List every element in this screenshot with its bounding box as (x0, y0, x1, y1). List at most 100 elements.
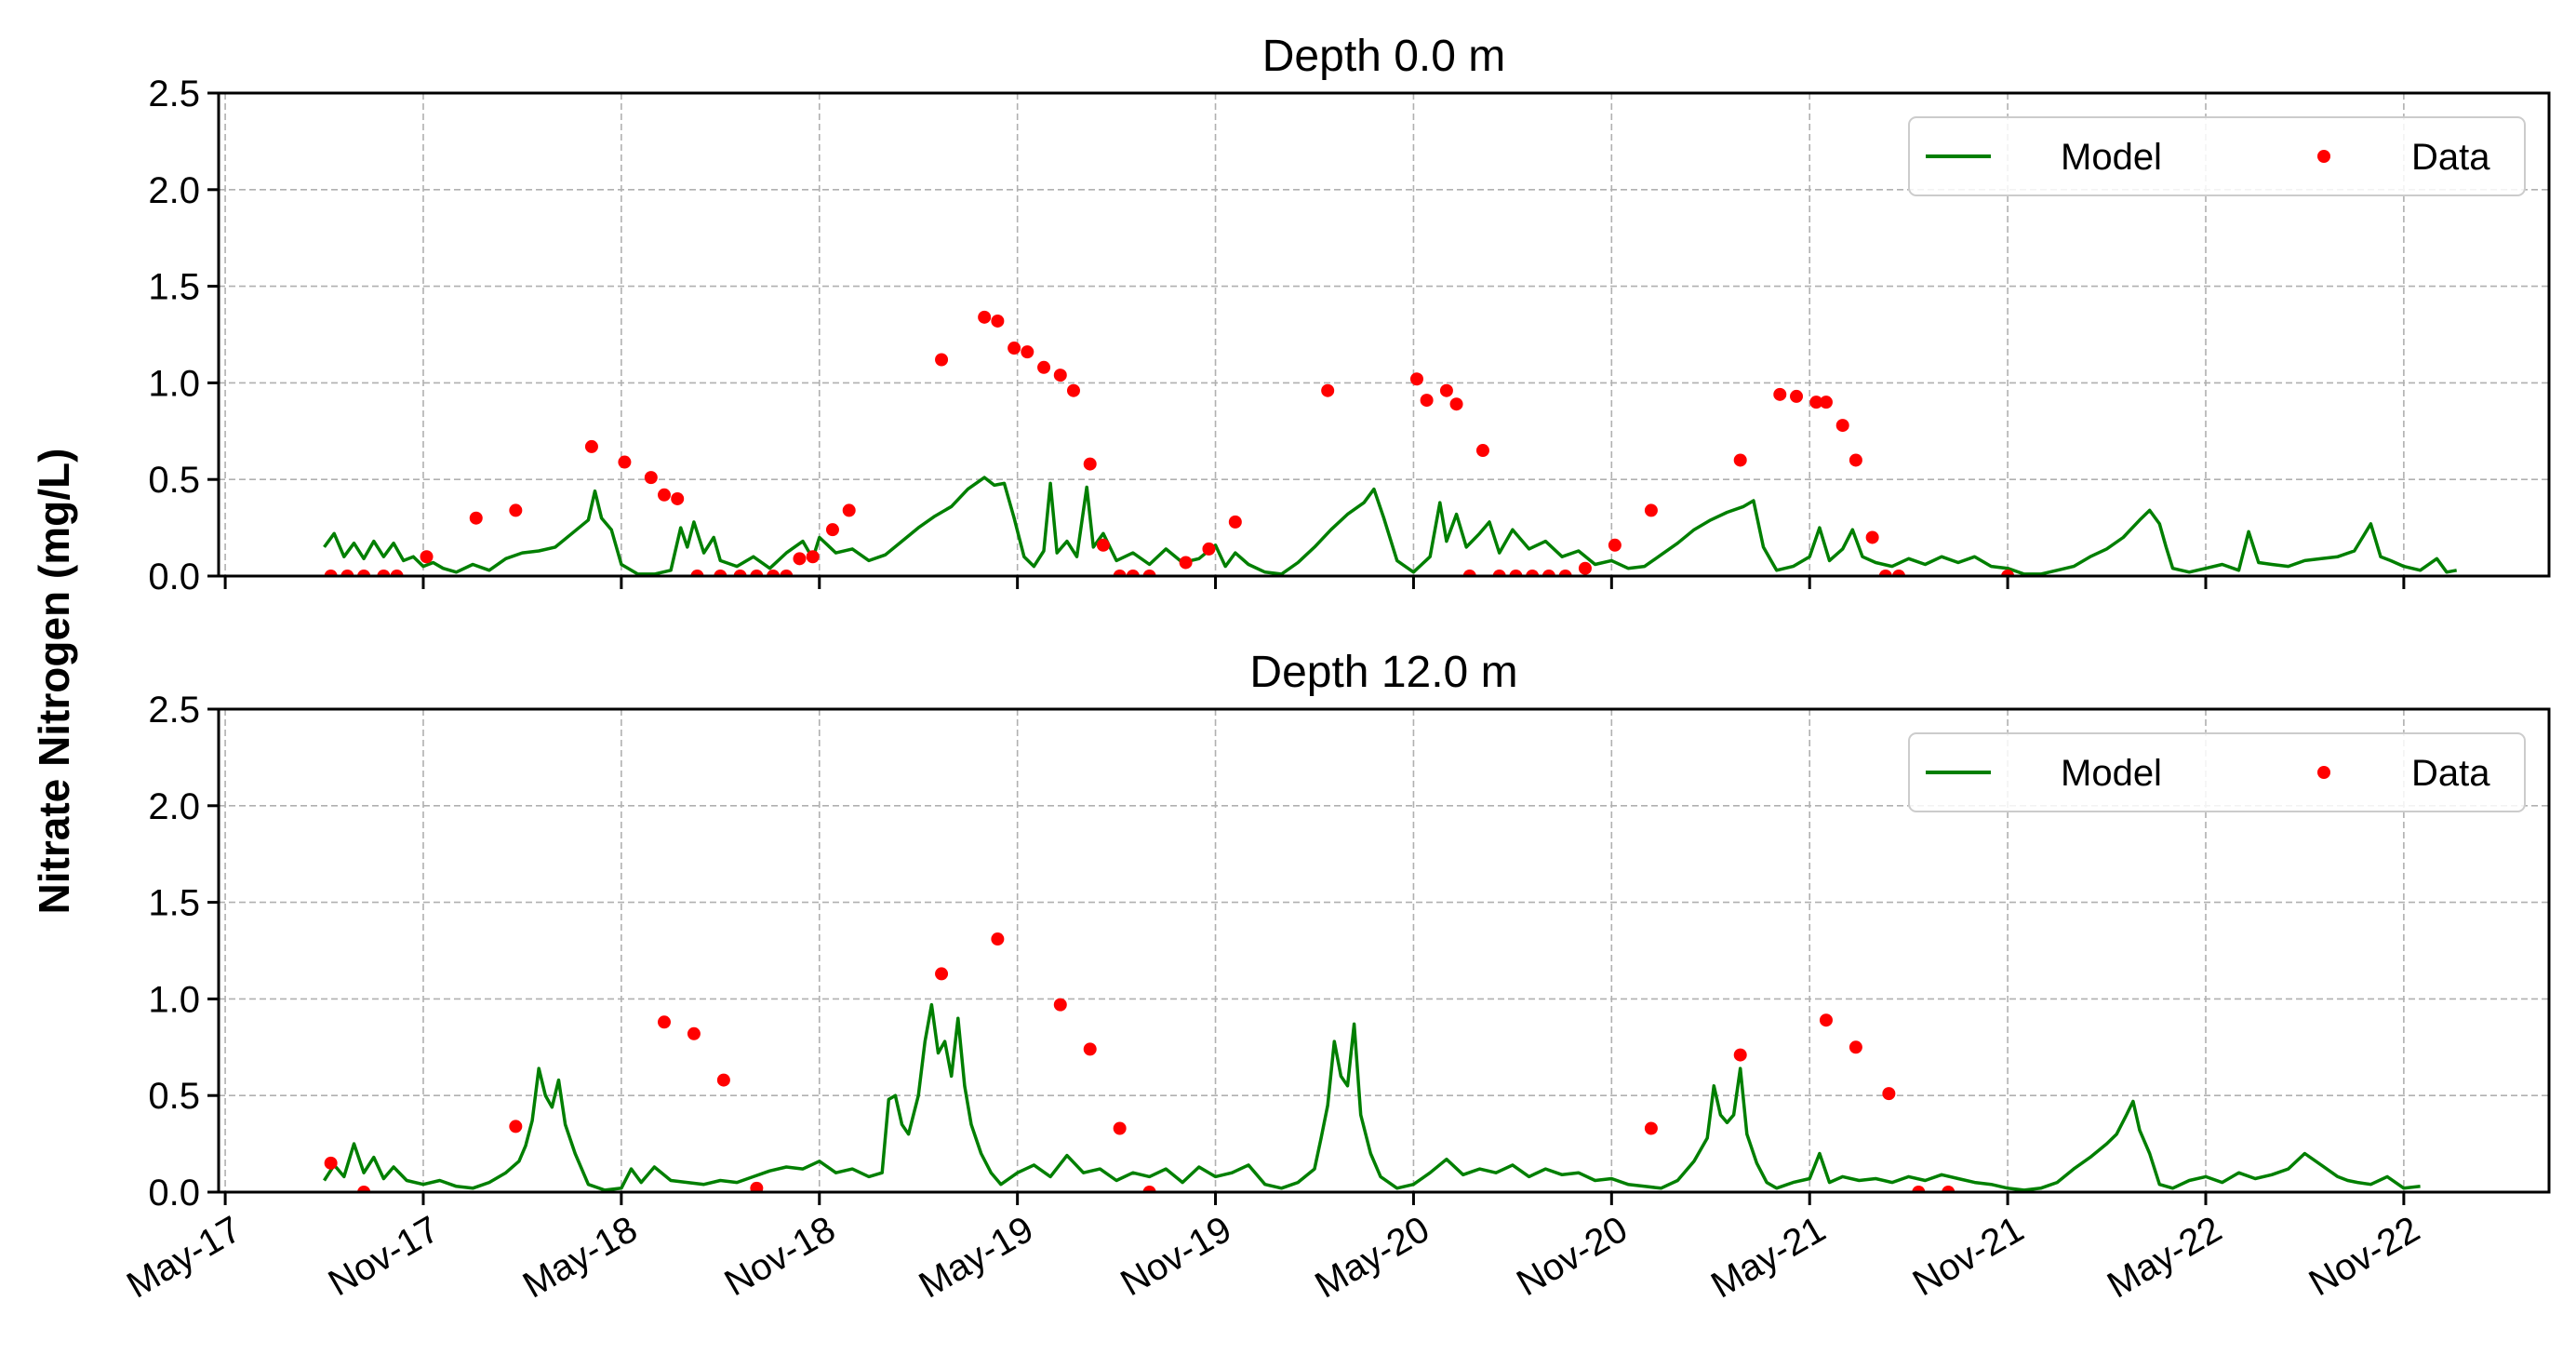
data-point (1644, 503, 1658, 517)
data-point (1083, 457, 1097, 471)
data-point (658, 488, 672, 502)
model-line (323, 476, 2458, 576)
x-tick-label: May-18 (516, 1209, 645, 1307)
legend-box (1908, 116, 2526, 196)
data-point (1790, 389, 1804, 403)
x-tick-label: May-22 (2101, 1209, 2229, 1307)
data-point (842, 503, 856, 517)
y-tick-label: 1.5 (148, 883, 200, 924)
x-tick-label: May-19 (913, 1209, 1041, 1307)
data-point (1449, 397, 1463, 411)
data-point (1878, 570, 1892, 576)
data-point (767, 570, 781, 576)
data-point (1066, 383, 1080, 397)
data-point (1462, 570, 1476, 576)
data-point (1113, 1121, 1127, 1135)
data-point (1202, 542, 1216, 556)
x-tick-label: May-17 (120, 1209, 248, 1307)
data-point (509, 503, 523, 517)
x-tick-label: Nov-20 (1510, 1209, 1635, 1305)
data-point (978, 310, 992, 324)
data-point (1037, 360, 1051, 374)
data-point (1509, 570, 1523, 576)
data-point (509, 1120, 523, 1133)
data-point (1053, 369, 1067, 382)
data-point (806, 550, 820, 564)
data-point (1578, 561, 1592, 575)
data-point (377, 570, 391, 576)
y-tick-label: 1.0 (148, 979, 200, 1020)
data-point (2001, 570, 2015, 576)
data-point (658, 1015, 672, 1029)
data-point (1865, 530, 1879, 544)
legend-model-label: Model (2061, 137, 2162, 178)
data-point (793, 552, 807, 566)
data-point (584, 439, 598, 453)
data-point (1849, 453, 1862, 467)
data-point (1809, 396, 1823, 409)
y-tick-label: 0.5 (148, 1076, 200, 1117)
data-point (780, 570, 794, 576)
y-tick-label: 2.0 (148, 170, 200, 211)
data-point (357, 570, 371, 576)
legend-data-label: Data (2411, 753, 2490, 794)
data-points (324, 932, 1955, 1192)
data-point (1228, 515, 1242, 529)
data-point (1558, 570, 1572, 576)
x-tick-label: Nov-17 (322, 1209, 447, 1305)
data-point (1179, 556, 1193, 570)
data-point (1475, 444, 1489, 458)
data-point (1733, 453, 1747, 467)
legend: Model Data (1908, 732, 2526, 812)
data-point (714, 570, 727, 576)
y-tick-label: 0.0 (148, 557, 200, 597)
data-point (1526, 570, 1540, 576)
x-tick-label: May-20 (1308, 1209, 1436, 1307)
data-point (935, 353, 949, 367)
data-point (1942, 1186, 1955, 1192)
data-point (935, 967, 949, 981)
data-point (357, 1186, 371, 1192)
data-point (618, 455, 632, 469)
data-point (644, 471, 658, 485)
x-tick-label: Nov-21 (1906, 1209, 2031, 1305)
data-point (1083, 1042, 1097, 1056)
data-point (1542, 570, 1555, 576)
axes-frame (217, 91, 2551, 578)
data-point (1835, 419, 1849, 433)
data-point (750, 1181, 764, 1192)
data-point (1021, 345, 1034, 359)
data-point (825, 523, 839, 537)
y-axis-label: Nitrate Nitrogen (mg/L) (30, 449, 78, 915)
data-point (1492, 570, 1506, 576)
legend-data-label: Data (2411, 137, 2490, 178)
y-tick-label: 2.0 (148, 786, 200, 827)
data-point (1849, 1040, 1862, 1054)
data-point (324, 570, 338, 576)
legend-data-swatch (2317, 766, 2330, 779)
x-tick-label: Nov-19 (1114, 1209, 1238, 1305)
data-point (1126, 570, 1140, 576)
axes-frame (217, 707, 2551, 1194)
data-point (1321, 383, 1335, 397)
legend-box (1908, 732, 2526, 812)
data-point (1053, 998, 1067, 1012)
legend-data-swatch (2317, 150, 2330, 163)
data-point (1608, 538, 1622, 552)
data-point (1008, 342, 1021, 355)
data-point (1113, 570, 1127, 576)
data-point (690, 570, 704, 576)
legend-model-label: Model (2061, 753, 2162, 794)
y-tick-label: 2.5 (148, 690, 200, 731)
data-point (469, 511, 483, 525)
data-point (1096, 538, 1110, 552)
y-tick-label: 1.0 (148, 363, 200, 404)
data-point (1142, 570, 1156, 576)
data-point (1819, 1013, 1833, 1027)
y-tick-label: 1.5 (148, 267, 200, 308)
data-point (390, 570, 404, 576)
data-point (1912, 1186, 1926, 1192)
legend: Model Data (1908, 116, 2526, 196)
y-tick-label: 0.5 (148, 460, 200, 501)
